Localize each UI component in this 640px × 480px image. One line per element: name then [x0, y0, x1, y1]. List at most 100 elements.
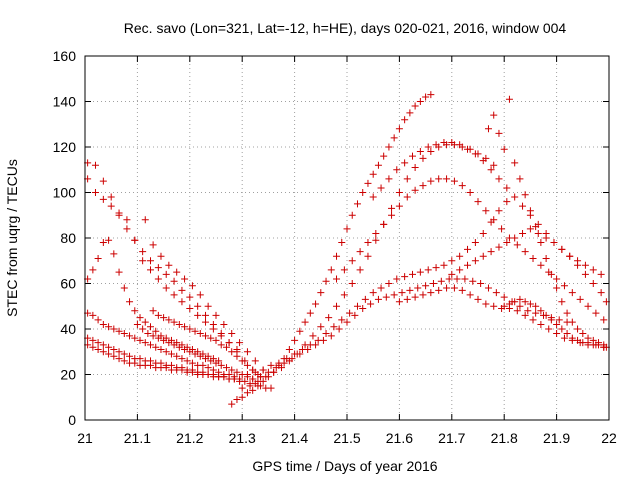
data-point: [181, 323, 189, 331]
data-point: [94, 316, 102, 324]
data-point: [251, 357, 259, 365]
data-point: [202, 318, 210, 326]
data-point: [204, 371, 212, 378]
data-point: [390, 291, 398, 299]
data-point: [414, 284, 422, 292]
data-point: [511, 159, 519, 167]
data-point: [484, 284, 492, 292]
data-point: [553, 275, 561, 283]
data-point: [225, 339, 233, 347]
data-point: [422, 282, 430, 290]
data-point: [333, 302, 341, 310]
data-point: [526, 225, 534, 233]
data-point: [165, 316, 173, 324]
data-point: [500, 293, 508, 301]
data-point: [178, 366, 186, 374]
data-point: [395, 189, 403, 196]
data-point: [186, 293, 194, 301]
data-point: [450, 284, 458, 292]
data-point: [464, 245, 472, 253]
x-tick-label: 21.5: [333, 430, 360, 446]
data-point: [513, 307, 521, 315]
data-point: [445, 275, 453, 283]
data-point: [196, 352, 204, 360]
data-point: [170, 277, 178, 285]
data-point: [175, 343, 183, 351]
data-point: [576, 295, 584, 303]
data-point: [194, 311, 202, 319]
data-point: [264, 368, 272, 376]
y-tick-label: 40: [60, 321, 76, 337]
data-point: [490, 161, 498, 169]
data-point: [385, 280, 393, 287]
data-point: [120, 284, 128, 292]
data-point: [120, 357, 128, 365]
data-point: [503, 184, 511, 192]
data-point: [471, 150, 479, 158]
data-point: [482, 300, 490, 308]
data-point: [464, 261, 472, 269]
series-sat-s: [500, 295, 608, 351]
data-point: [238, 393, 246, 401]
data-point: [490, 111, 498, 119]
data-point: [327, 332, 335, 340]
data-point: [388, 204, 396, 212]
data-point: [359, 305, 367, 313]
data-point: [243, 348, 251, 356]
data-point: [584, 339, 592, 347]
data-point: [558, 245, 566, 253]
data-point: [456, 252, 464, 260]
data-point: [484, 125, 492, 133]
data-point: [574, 336, 582, 344]
data-point: [178, 286, 186, 294]
data-point: [186, 305, 194, 313]
data-point: [152, 343, 160, 351]
data-point: [202, 311, 210, 319]
data-point: [479, 252, 487, 260]
data-point: [149, 307, 157, 315]
data-point: [558, 325, 566, 333]
data-point: [131, 359, 139, 367]
data-point: [398, 289, 406, 297]
data-point: [529, 316, 537, 324]
data-point: [139, 248, 147, 256]
data-point: [372, 236, 380, 244]
data-point: [296, 350, 304, 358]
data-point: [89, 266, 97, 274]
data-point: [532, 302, 540, 310]
data-point: [424, 143, 432, 151]
data-point: [99, 320, 107, 328]
data-point: [419, 291, 427, 299]
data-point: [416, 268, 424, 276]
data-point: [600, 316, 608, 324]
data-point: [353, 200, 361, 208]
data-point: [154, 275, 162, 283]
data-point: [202, 332, 210, 340]
data-point: [440, 261, 448, 269]
data-point: [115, 355, 123, 363]
y-axis-label: STEC from uqrg / TECUs: [4, 159, 20, 317]
data-point: [374, 161, 382, 169]
data-point: [395, 202, 403, 210]
x-tick-label: 21.3: [229, 430, 256, 446]
data-point: [555, 316, 563, 324]
data-point: [204, 302, 212, 310]
data-point: [568, 289, 576, 297]
data-point: [437, 277, 445, 285]
data-point: [228, 400, 236, 408]
data-point: [568, 318, 576, 326]
data-point: [330, 323, 338, 331]
data-point: [589, 266, 597, 274]
data-point: [364, 252, 372, 260]
data-point: [353, 302, 361, 310]
data-point: [246, 382, 254, 390]
data-point: [490, 216, 498, 224]
data-point: [356, 266, 364, 274]
data-point: [94, 339, 102, 347]
data-point: [217, 361, 225, 369]
data-point: [403, 175, 411, 183]
data-point: [147, 266, 154, 274]
y-tick-label: 120: [53, 139, 77, 155]
data-point: [521, 191, 529, 199]
data-point: [532, 223, 540, 231]
